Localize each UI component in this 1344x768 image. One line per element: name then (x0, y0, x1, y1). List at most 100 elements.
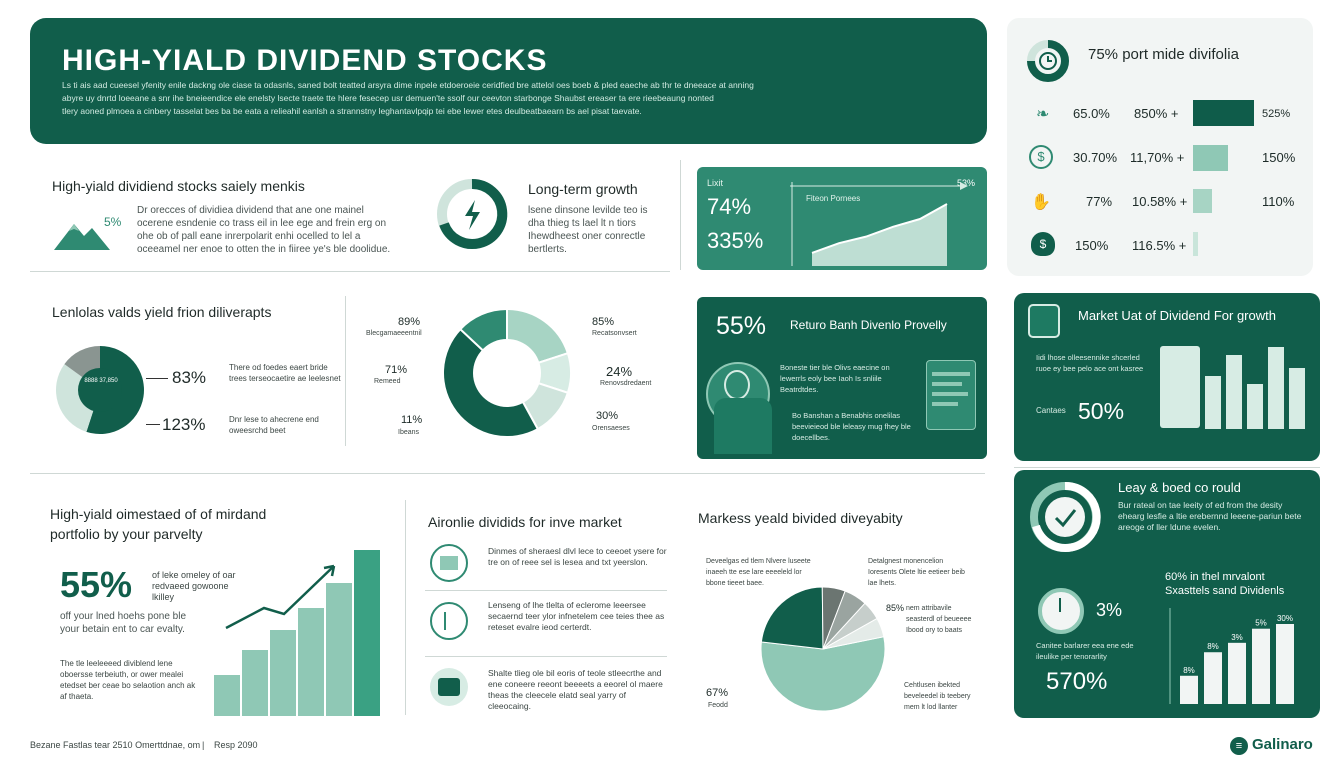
header-text-2: abyre uy dnrtd loeeane a snr ihe bneieen… (62, 93, 714, 103)
row1-c: 525% (1262, 108, 1291, 120)
row4-a: 150% (1075, 238, 1109, 253)
return-text-2: Bo Banshan a Benabhis onelilas beevieieo… (792, 411, 911, 442)
list-icon-chart (430, 544, 468, 582)
donut-label-6-text: Orensaeses (592, 425, 630, 432)
donut-label-4-text: Recatsonvsert (592, 330, 637, 337)
donut-label-2-value: 71% (385, 364, 408, 376)
allocation-donut-chart (442, 307, 572, 438)
divider (680, 160, 681, 270)
pie6-bottom-right: Cehtlusen ibekted beveleedel ib teebery … (904, 682, 971, 711)
donut-label-2-text: Remeed (374, 378, 401, 385)
section4-line: off your lned hoehs pone ble your betain… (60, 611, 187, 635)
footer-right: Resp 2090 (214, 740, 258, 750)
growth-value-2: 335% (707, 228, 764, 253)
donut-label-5-value: 24% (606, 364, 633, 379)
trend-arrow (225, 564, 336, 630)
pie6-bottom-left-pct: 67% (706, 687, 729, 699)
row4-b: 116.5% + (1132, 238, 1187, 253)
dashboard-line (932, 392, 968, 396)
section8-bar (1276, 624, 1294, 704)
footer-sep: | (202, 740, 205, 750)
donut-icon (1027, 40, 1069, 82)
market-bar (1247, 383, 1263, 429)
person-head-icon (724, 370, 750, 400)
list-item-1: Dinmes of sheraesl dlvl lece to ceeoet y… (488, 546, 667, 567)
footer-left: Bezane Fastlas tear 2510 Omerttdnae, om (30, 740, 201, 750)
section4-pct: 55% (60, 564, 133, 605)
section7-title: Leay & boed co rould (1118, 480, 1241, 495)
section4-bar (214, 674, 240, 716)
pie-value-2: 123% (162, 415, 206, 434)
pie6-top-right: Detalgnest monencelion Ioresents Olete l… (868, 558, 965, 587)
list-icon-inner (440, 556, 458, 570)
section4-title-2: portfolio by your parvelty (50, 526, 203, 542)
growth-top-label: 53% (957, 178, 976, 188)
list-icon-pen (430, 602, 468, 640)
divider (30, 473, 985, 474)
donut-label-6-value: 30% (596, 410, 619, 422)
pie6-slice (760, 586, 824, 650)
return-text-1: Boneste tier ble Olivs eaecine on lewerr… (780, 363, 890, 394)
hand-icon: ✋ (1031, 194, 1051, 211)
pie6-bottom-left: Feodd (708, 702, 728, 709)
section4-pct-note: of leke omeley of oar redvaeed gowoone l… (152, 570, 236, 602)
section8-bar (1228, 642, 1246, 704)
donut-label-4-value: 85% (592, 316, 615, 328)
lightning-donut-icon (437, 178, 508, 249)
section8-pct: 3% (1096, 600, 1123, 620)
market-text: Iidi lhose olleesennike shcerled ruoe ey… (1036, 353, 1144, 373)
section5-title: Aironlie dividids for inve market (428, 514, 622, 530)
section8-bar-label: 8% (1207, 642, 1219, 651)
market-label: Cantaes (1036, 406, 1066, 415)
section4-bar (270, 629, 296, 716)
section4-bar (326, 583, 352, 716)
dashboard-line (932, 372, 970, 376)
pie-hole (78, 368, 122, 412)
section8-bar-label: 8% (1183, 666, 1195, 675)
diversity-pie-chart (760, 586, 886, 712)
section4-bar (298, 608, 324, 716)
timer-icon (1038, 588, 1084, 634)
list-item-2: Lenseng of lhe tlelta of eclerome leeers… (488, 600, 665, 632)
section8-bar-label: 5% (1255, 619, 1267, 628)
section1-title: High-yiald dividiend stocks saiely menki… (52, 178, 305, 194)
dashboard-line (932, 382, 962, 386)
market-bar (1289, 367, 1305, 429)
row1-bar (1193, 100, 1254, 126)
growth-note: Fiteon Pornees (806, 194, 861, 203)
market-pct: 50% (1078, 398, 1125, 424)
pie-desc-2: Dnr lese to ahecrene end oweesrchd beet (229, 415, 319, 435)
brand-name: Galinaro (1252, 736, 1313, 753)
section8-title-2: Sxasttels sand Dividenls (1165, 585, 1285, 597)
growth-label: Lixit (707, 178, 724, 188)
phone-icon (1028, 304, 1060, 338)
growth-chart (790, 182, 968, 266)
growth-line (811, 203, 948, 254)
market-bar (1226, 355, 1242, 429)
row1-a: 65.0% (1073, 106, 1110, 121)
header-banner (30, 18, 987, 144)
market-title: Market Uat of Dividend For growth (1078, 308, 1276, 323)
dashboard-line (932, 402, 958, 406)
header-text-3: tlery aoned plmoea a cinbery tasselat be… (62, 106, 642, 116)
section4-bar (354, 550, 380, 716)
divider (30, 271, 670, 272)
section8-bar-chart: 8% 8% 3% 5% 30% (1169, 608, 1294, 704)
donut-label-1-text: Blecgamaeeentnil (366, 330, 422, 337)
bag-icon: $ (1031, 232, 1055, 256)
section2-title: Long-term growth (528, 181, 638, 197)
return-title: Returo Banh Divenlo Provelly (790, 318, 947, 332)
portfolio-panel (1007, 18, 1313, 276)
section8-desc: Canitee barlarer eea ene ede ileulike pe… (1036, 641, 1134, 661)
divider (345, 296, 346, 446)
section8-bar-label: 3% (1231, 633, 1243, 642)
list-item-3: Shalte tlieg ole bil eoris of teole stle… (488, 668, 663, 711)
row3-c: 110% (1262, 194, 1295, 209)
donut-label-5-text: Renovsdredaent (600, 380, 652, 387)
market-bar (1268, 347, 1284, 429)
plant-icon: ❧ (1036, 106, 1050, 123)
row2-b: 11,70% + (1130, 150, 1185, 165)
section8-bar (1204, 652, 1222, 704)
row3-b: 10.58% + (1132, 194, 1188, 209)
document-illustration (1160, 346, 1200, 428)
